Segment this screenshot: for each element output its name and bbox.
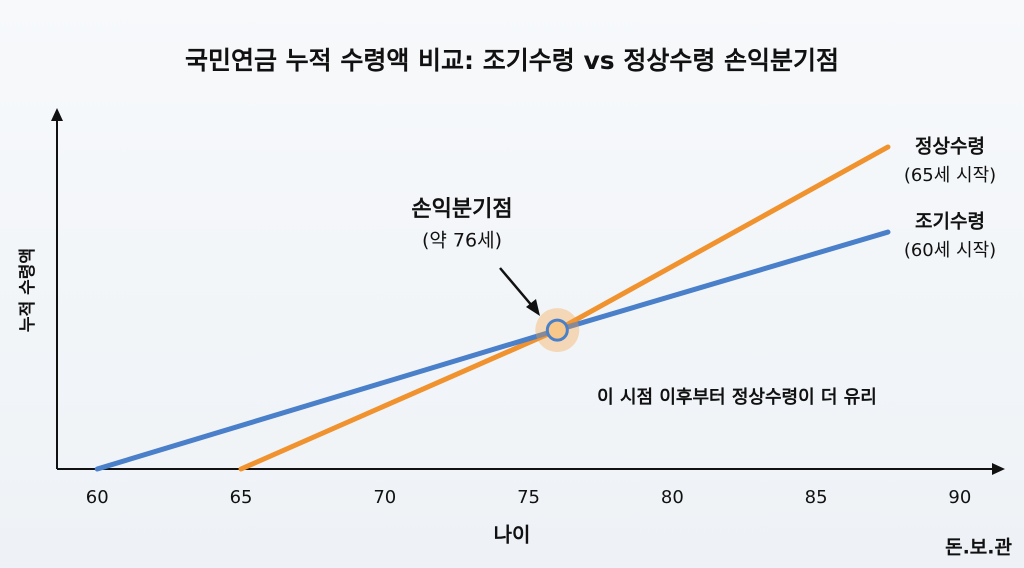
series-line xyxy=(238,144,891,472)
breakeven-point xyxy=(545,318,569,342)
breakeven-sublabel: (약 76세) xyxy=(422,230,502,252)
legend-note: (60세 시작) xyxy=(904,240,996,261)
legend-note: (65세 시작) xyxy=(904,165,996,186)
watermark: 돈.보.관 xyxy=(945,537,1012,559)
annotation: 이 시점 이후부터 정상수령이 더 유리 xyxy=(597,387,877,408)
x-tick-label: 85 xyxy=(805,487,828,508)
legend-label: 정상수령 xyxy=(915,136,985,158)
x-axis-label: 나이 xyxy=(494,523,531,547)
x-axis-arrow xyxy=(992,463,1005,475)
chart-title: 국민연금 누적 수령액 비교: 조기수령 vs 정상수령 손익분기점 xyxy=(185,46,839,75)
y-axis-label: 누적 수령액 xyxy=(17,248,38,332)
series-line xyxy=(94,229,891,472)
x-tick-label: 60 xyxy=(86,487,109,508)
annotation-arrow xyxy=(499,267,534,308)
annotation-arrowhead xyxy=(526,299,540,316)
y-axis-arrow xyxy=(51,108,63,121)
x-tick-label: 90 xyxy=(948,487,971,508)
x-tick-label: 70 xyxy=(373,487,396,508)
x-tick-label: 65 xyxy=(230,487,253,508)
breakeven-label: 손익분기점 xyxy=(411,197,512,222)
legend-label: 조기수령 xyxy=(915,211,985,233)
x-tick-label: 75 xyxy=(517,487,540,508)
x-tick-label: 80 xyxy=(661,487,684,508)
